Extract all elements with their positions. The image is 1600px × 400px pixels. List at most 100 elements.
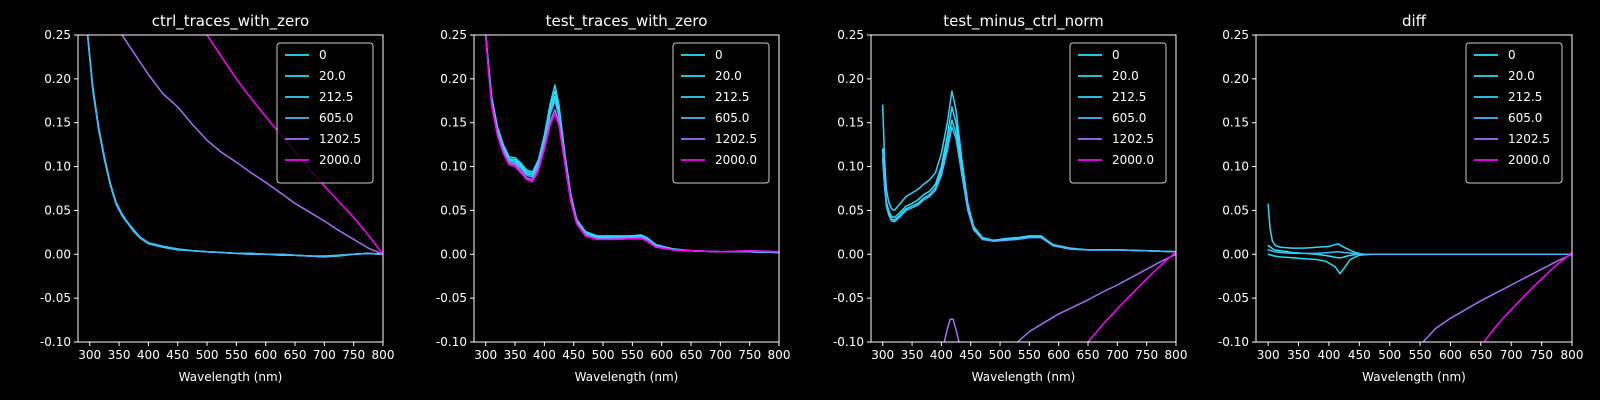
x-tick-label: 800 [1561,348,1584,362]
series-line-3 [86,35,383,258]
legend-entry: 0 [1508,48,1516,62]
x-tick-label: 700 [709,348,732,362]
x-tick-label: 400 [1317,348,1340,362]
legend-entry: 20.0 [319,69,346,83]
x-tick-label: 300 [1257,348,1280,362]
series-line-2 [881,90,1176,253]
x-tick-label: 750 [1530,348,1553,362]
x-tick-label: 550 [1409,348,1432,362]
x-tick-label: 350 [108,348,131,362]
axes-frame [473,34,780,343]
series-line-2 [1267,203,1572,256]
legend-entry: 212.5 [1112,90,1146,104]
legend-entry: 20.0 [1508,69,1535,83]
chart-title: ctrl_traces_with_zero [152,12,309,31]
x-axis-label: Wavelength (nm) [972,370,1076,384]
series-line-5 [484,35,779,253]
x-tick-label: 500 [592,348,615,362]
x-tick-label: 650 [284,348,307,362]
x-tick-label: 600 [254,348,277,362]
series-line-4 [121,35,383,256]
legend: 0 20.0 212.5 605.0 1202.5 2000.0 [276,42,374,184]
x-tick-label: 550 [1018,348,1041,362]
x-tick-label: 550 [621,348,644,362]
series-group [484,35,779,254]
y-tick-label: 0.20 [440,72,467,86]
legend-entry: 2000.0 [1112,153,1154,167]
legend-entry: 2000.0 [319,153,361,167]
x-tick-label: 700 [313,348,336,362]
legend-entry: 0 [1112,48,1120,62]
x-tick-label: 600 [1047,348,1070,362]
legend: 0 20.0 212.5 605.0 1202.5 2000.0 [672,42,770,184]
legend: 0 20.0 212.5 605.0 1202.5 2000.0 [1069,42,1167,184]
x-axis-label: Wavelength (nm) [575,370,679,384]
y-tick-label: -0.05 [436,291,467,305]
x-tick-label: 450 [1348,348,1371,362]
x-tick-label: 450 [959,348,982,362]
y-tick-label: 0.10 [44,160,71,174]
x-tick-label: 300 [474,348,497,362]
y-tick-label: 0.25 [44,28,71,42]
x-tick-label: 400 [137,348,160,362]
x-tick-label: 700 [1500,348,1523,362]
x-tick-label: 350 [1287,348,1310,362]
legend-entry: 605.0 [1508,111,1542,125]
y-tick-label: 0.15 [440,116,467,130]
series-line-5 [943,318,960,342]
x-tick-label: 400 [930,348,953,362]
legend-entry: 2000.0 [1508,153,1550,167]
chart-title: diff [1402,12,1427,30]
series-line-4 [1422,253,1572,342]
legend-box [1069,42,1167,184]
y-tick-label: -0.10 [436,335,467,349]
y-tick-label: 0.10 [837,160,864,174]
series-line-6 [1087,250,1176,342]
chart-panel-1: 300 350 400 450 500 550 600 650 700 750 800 -0.10 -0… [40,12,395,384]
y-tick-label: 0.20 [44,72,71,86]
legend-entry: 1202.5 [1508,132,1550,146]
x-tick-label: 500 [1378,348,1401,362]
legend-entry: 20.0 [1112,69,1139,83]
series-line-5 [1483,251,1572,342]
y-tick-label: 0.05 [1222,203,1249,217]
x-tick-label: 650 [1077,348,1100,362]
y-tick-label: 0.25 [440,28,467,42]
y-tick-label: -0.10 [40,335,71,349]
y-tick-label: 0.20 [837,72,864,86]
series-line-3 [1267,249,1572,256]
series-group [881,90,1176,342]
x-tick-label: 300 [78,348,101,362]
x-tick-label: 550 [225,348,248,362]
legend-box [276,42,374,184]
y-tick-label: 0.20 [1222,72,1249,86]
x-tick-label: 450 [562,348,585,362]
y-tick-label: 0.05 [44,203,71,217]
legend-entry: 0 [715,48,723,62]
axes-frame [77,34,384,343]
x-axis-label: Wavelength (nm) [179,370,283,384]
legend: 0 20.0 212.5 605.0 1202.5 2000.0 [1465,42,1563,184]
chart-panel-2: 300 350 400 450 500 550 600 650 700 750 800 -0.10 -0… [436,12,791,384]
x-tick-label: 750 [1135,348,1158,362]
y-tick-label: 0.05 [440,203,467,217]
x-tick-label: 600 [1439,348,1462,362]
y-tick-label: 0.25 [1222,28,1249,42]
chart-title: test_traces_with_zero [546,12,708,31]
x-tick-label: 500 [196,348,219,362]
x-tick-label: 750 [342,348,365,362]
x-tick-label: 600 [650,348,673,362]
x-tick-label: 350 [504,348,527,362]
legend-entry: 0 [319,48,327,62]
x-tick-label: 800 [1165,348,1188,362]
series-line-4 [1016,253,1176,342]
series-line-1 [1267,253,1572,275]
axes-frame [870,34,1177,343]
y-tick-label: 0.00 [440,247,467,261]
chart-title: test_minus_ctrl_norm [943,12,1104,31]
chart-panel-3: 300 350 400 450 500 550 600 650 700 750 800 -0.10 -0… [833,12,1188,384]
y-tick-label: -0.05 [1218,291,1249,305]
axes-frame [1255,34,1573,343]
x-tick-label: 650 [1469,348,1492,362]
